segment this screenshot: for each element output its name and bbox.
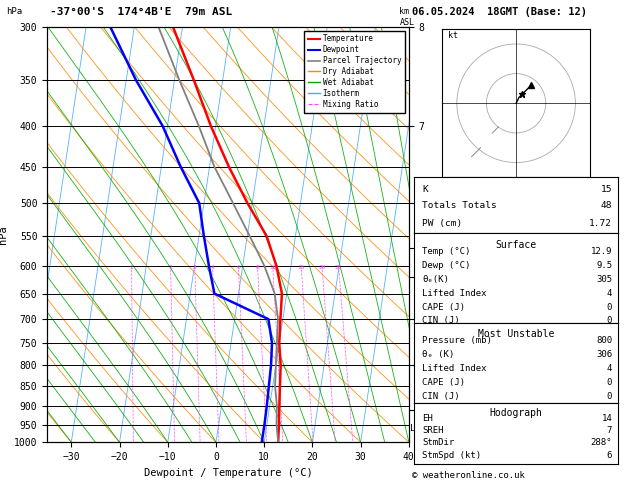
Text: 15: 15 xyxy=(298,265,305,270)
Text: 8: 8 xyxy=(255,265,259,270)
Text: Dewp (°C): Dewp (°C) xyxy=(422,260,470,270)
Text: 288°: 288° xyxy=(591,438,612,448)
Text: θₑ(K): θₑ(K) xyxy=(422,275,449,284)
Text: θₑ (K): θₑ (K) xyxy=(422,350,454,359)
Text: 0: 0 xyxy=(607,302,612,312)
Text: 12.9: 12.9 xyxy=(591,247,612,256)
Text: 1: 1 xyxy=(130,265,133,270)
Text: StmDir: StmDir xyxy=(422,438,454,448)
Text: 0: 0 xyxy=(607,393,612,401)
Text: 1.72: 1.72 xyxy=(589,219,612,228)
Text: Pressure (mb): Pressure (mb) xyxy=(422,336,492,346)
Text: 10: 10 xyxy=(269,265,277,270)
Text: Surface: Surface xyxy=(496,240,537,250)
Text: Most Unstable: Most Unstable xyxy=(478,329,554,339)
Text: 4: 4 xyxy=(607,364,612,373)
Text: LCL: LCL xyxy=(410,424,426,434)
Text: 48: 48 xyxy=(601,201,612,210)
Text: 0: 0 xyxy=(607,316,612,326)
Text: 6: 6 xyxy=(607,451,612,460)
Text: SREH: SREH xyxy=(422,426,443,435)
Text: -37°00'S  174°4B'E  79m ASL: -37°00'S 174°4B'E 79m ASL xyxy=(50,7,233,17)
Text: Temp (°C): Temp (°C) xyxy=(422,247,470,256)
Text: CIN (J): CIN (J) xyxy=(422,393,460,401)
Text: 14: 14 xyxy=(601,414,612,423)
Text: CAPE (J): CAPE (J) xyxy=(422,379,465,387)
Text: 306: 306 xyxy=(596,350,612,359)
Text: K: K xyxy=(422,185,428,194)
Text: 6: 6 xyxy=(237,265,240,270)
Text: 7: 7 xyxy=(607,426,612,435)
Text: Lifted Index: Lifted Index xyxy=(422,289,487,297)
Text: 9.5: 9.5 xyxy=(596,260,612,270)
Text: EH: EH xyxy=(422,414,433,423)
Text: Lifted Index: Lifted Index xyxy=(422,364,487,373)
Text: 20: 20 xyxy=(318,265,326,270)
Text: StmSpd (kt): StmSpd (kt) xyxy=(422,451,481,460)
Text: CAPE (J): CAPE (J) xyxy=(422,302,465,312)
Text: © weatheronline.co.uk: © weatheronline.co.uk xyxy=(412,471,525,480)
Text: CIN (J): CIN (J) xyxy=(422,316,460,326)
Text: 15: 15 xyxy=(601,185,612,194)
Text: 0: 0 xyxy=(607,379,612,387)
Y-axis label: hPa: hPa xyxy=(0,225,8,244)
Text: Totals Totals: Totals Totals xyxy=(422,201,497,210)
X-axis label: Dewpoint / Temperature (°C): Dewpoint / Temperature (°C) xyxy=(143,468,313,478)
Text: 800: 800 xyxy=(596,336,612,346)
Legend: Temperature, Dewpoint, Parcel Trajectory, Dry Adiabat, Wet Adiabat, Isotherm, Mi: Temperature, Dewpoint, Parcel Trajectory… xyxy=(304,31,405,113)
Y-axis label: km
ASL: km ASL xyxy=(437,235,454,256)
Text: PW (cm): PW (cm) xyxy=(422,219,462,228)
Text: 2: 2 xyxy=(169,265,172,270)
Text: kt: kt xyxy=(448,31,458,40)
Text: 3: 3 xyxy=(193,265,197,270)
Text: km
ASL: km ASL xyxy=(399,7,415,27)
Text: Hodograph: Hodograph xyxy=(489,408,543,417)
Text: 06.05.2024  18GMT (Base: 12): 06.05.2024 18GMT (Base: 12) xyxy=(412,7,587,17)
Text: 305: 305 xyxy=(596,275,612,284)
Text: 4: 4 xyxy=(211,265,214,270)
Text: 25: 25 xyxy=(335,265,342,270)
Text: 4: 4 xyxy=(607,289,612,297)
Text: hPa: hPa xyxy=(6,7,23,17)
